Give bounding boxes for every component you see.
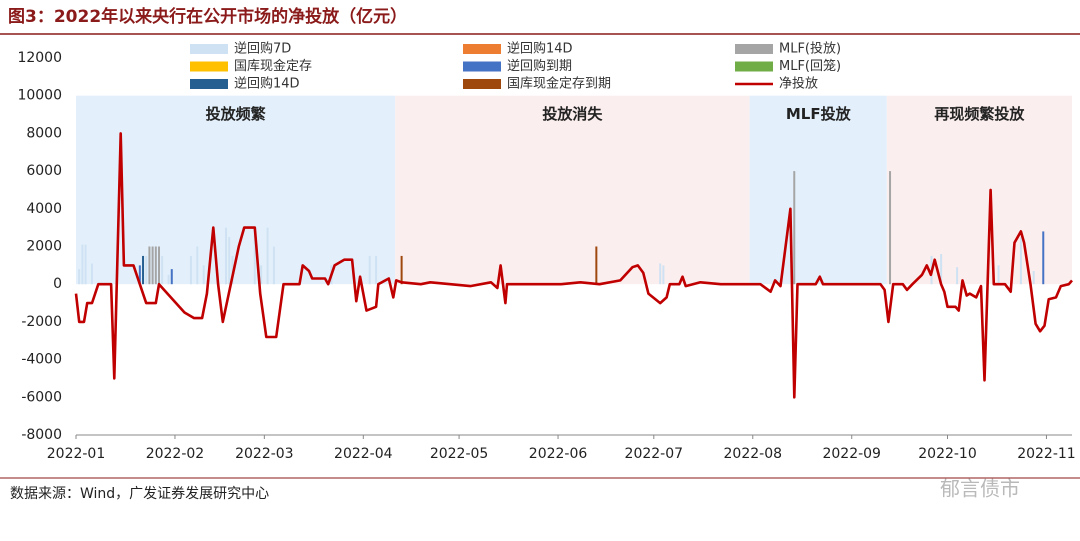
y-tick-label: -6000 [21, 389, 62, 405]
bar [228, 237, 231, 285]
bar [375, 255, 378, 285]
legend-label: 国库现金定存 [234, 58, 312, 74]
bar [148, 246, 151, 285]
legend-swatch [735, 61, 773, 72]
bar [889, 171, 892, 285]
region-label: 投放消失 [542, 105, 603, 123]
bar [1019, 237, 1022, 285]
bar [225, 227, 228, 285]
y-tick-label: -4000 [21, 352, 62, 368]
x-tick-label: 2022-09 [822, 446, 881, 462]
legend-label: 逆回购到期 [507, 58, 572, 74]
x-tick-label: 2022-10 [918, 446, 977, 462]
bar [253, 227, 256, 285]
bar [78, 269, 81, 285]
bar [272, 246, 275, 285]
legend-swatch [190, 61, 228, 72]
x-tick-label: 2022-11 [1017, 446, 1076, 462]
y-tick-label: -2000 [21, 314, 62, 330]
bar [145, 255, 148, 285]
region-band [886, 95, 1072, 285]
bar [138, 265, 141, 285]
legend-swatch [463, 61, 501, 72]
source-note: 数据来源：Wind，广发证券发展研究中心 [10, 486, 269, 502]
bar [1032, 271, 1035, 285]
legend-label: MLF(投放) [779, 41, 841, 57]
bar [595, 246, 598, 285]
legend-label: 逆回购14D [234, 76, 300, 92]
region-label: MLF投放 [786, 105, 852, 123]
bar [202, 265, 205, 285]
bar [158, 246, 160, 285]
y-tick-label: -8000 [21, 427, 62, 443]
y-tick-label: 10000 [17, 88, 62, 104]
bar [81, 244, 84, 285]
legend-swatch [463, 79, 501, 89]
x-tick-label: 2022-05 [430, 446, 489, 462]
bar [659, 263, 662, 285]
bar [170, 269, 173, 285]
legend-label: 国库现金定存到期 [507, 76, 611, 92]
x-tick-label: 2022-02 [146, 446, 205, 462]
region-band [76, 95, 396, 285]
bar [189, 255, 192, 285]
x-tick-label: 2022-07 [625, 446, 684, 462]
bar [260, 265, 263, 285]
bar [400, 255, 403, 285]
legend-label: 净投放 [779, 76, 818, 92]
bar [154, 246, 157, 285]
bar [793, 171, 796, 285]
bar [90, 263, 93, 285]
bar [142, 255, 145, 285]
x-tick-label: 2022-08 [724, 446, 783, 462]
bar [266, 227, 269, 285]
region-label: 投放频繁 [206, 105, 267, 123]
bar [368, 255, 371, 285]
line-series [74, 132, 1073, 399]
bar [84, 244, 87, 285]
region-band [749, 95, 887, 285]
bar [1042, 231, 1045, 285]
bar [940, 254, 943, 285]
bar [662, 265, 665, 285]
bar [167, 274, 170, 285]
bar [997, 265, 1000, 285]
x-tick-label: 2022-03 [235, 446, 294, 462]
y-tick-label: 8000 [26, 125, 62, 141]
legend-label: 逆回购7D [234, 41, 291, 57]
legend-swatch [190, 79, 228, 89]
bar [196, 246, 199, 285]
legend-swatch [463, 44, 501, 54]
legend-label: MLF(回笼) [779, 58, 841, 74]
y-tick-label: 0 [53, 276, 62, 292]
bar [151, 246, 154, 285]
y-tick-label: 6000 [26, 163, 62, 179]
x-tick-label: 2022-01 [47, 446, 106, 462]
y-tick-label: 12000 [17, 50, 62, 66]
y-tick-label: 4000 [26, 201, 62, 217]
x-tick-label: 2022-04 [334, 446, 393, 462]
bar [231, 255, 234, 285]
legend-swatch [735, 44, 773, 54]
watermark: 郁言债市 [940, 477, 1020, 501]
x-tick-label: 2022-06 [529, 446, 588, 462]
chart-title: 图3：2022年以来央行在公开市场的净投放（亿元） [8, 6, 407, 27]
region-label: 再现频繁投放 [934, 105, 1025, 123]
bar [161, 255, 164, 285]
region-band [395, 95, 750, 285]
bar [956, 267, 959, 285]
y-tick-label: 2000 [26, 239, 62, 255]
legend-swatch [190, 44, 228, 54]
legend-label: 逆回购14D [507, 41, 573, 57]
